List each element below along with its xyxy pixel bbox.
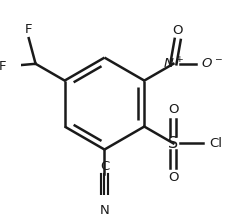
Text: O: O xyxy=(172,24,182,37)
Text: O: O xyxy=(167,171,178,184)
Text: F: F xyxy=(25,22,32,36)
Text: S: S xyxy=(168,136,178,151)
Text: N: N xyxy=(99,204,109,217)
Text: $O^-$: $O^-$ xyxy=(200,57,222,70)
Text: $N^+$: $N^+$ xyxy=(162,56,183,72)
Text: O: O xyxy=(167,103,178,116)
Text: F: F xyxy=(0,60,7,73)
Text: Cl: Cl xyxy=(208,137,221,150)
Text: C: C xyxy=(99,160,109,172)
